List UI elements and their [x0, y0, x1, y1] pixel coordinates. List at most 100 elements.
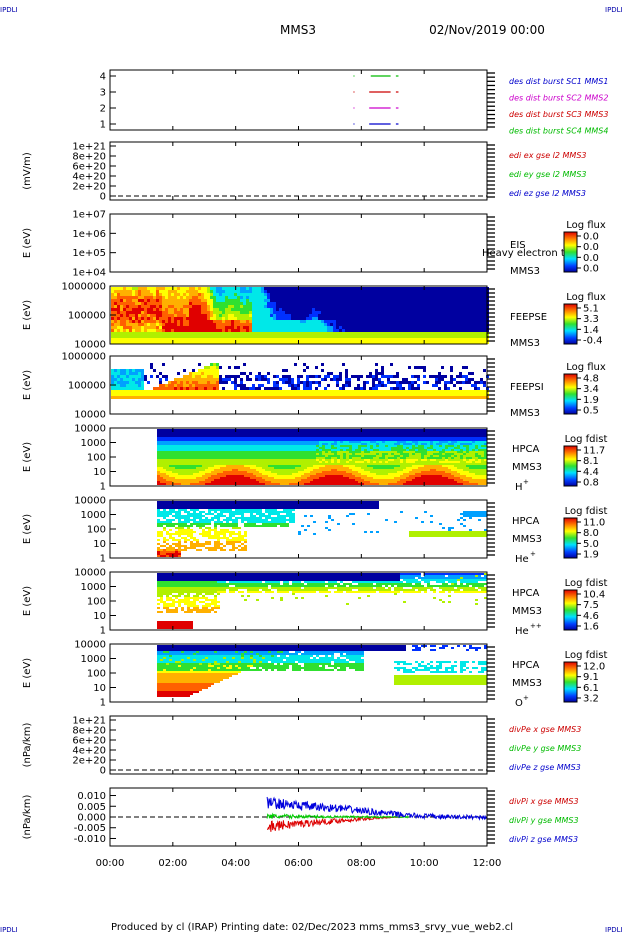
- spectrogram-cell: [336, 308, 339, 311]
- spectrogram-cell: [426, 338, 429, 341]
- spectrogram-cell: [444, 375, 447, 378]
- spectrogram-cell: [226, 447, 229, 449]
- spectrogram-cell: [384, 335, 387, 338]
- spectrogram-cell: [271, 429, 274, 431]
- spectrogram-cell: [243, 372, 246, 375]
- spectrogram-cell: [303, 332, 306, 335]
- spectrogram-cell: [286, 473, 289, 475]
- spectrogram-cell: [129, 384, 132, 387]
- spectrogram-cell: [228, 293, 231, 296]
- spectrogram-cell: [229, 459, 232, 461]
- spectrogram-cell: [315, 302, 318, 305]
- spectrogram-cell: [286, 483, 289, 485]
- spectrogram-cell: [258, 290, 261, 293]
- spectrogram-cell: [255, 326, 258, 329]
- spectrogram-cell: [195, 378, 198, 381]
- spectrogram-cell: [232, 435, 235, 437]
- spectrogram-cell: [265, 435, 268, 437]
- spectrogram-cell: [205, 433, 208, 435]
- spectrogram-cell: [414, 366, 417, 369]
- spectrogram-cell: [231, 338, 234, 341]
- spectrogram-cell: [429, 375, 432, 378]
- spectrogram-cell: [175, 481, 178, 483]
- spectrogram-cell: [417, 299, 420, 302]
- spectrogram-cell: [304, 437, 307, 439]
- spectrogram-cell: [426, 341, 429, 344]
- spectrogram-cell: [321, 338, 324, 341]
- spectrogram-cell: [252, 305, 255, 308]
- spectrogram-cell: [255, 290, 258, 293]
- spectrogram-cell: [423, 396, 426, 399]
- spectrogram-cell: [199, 481, 202, 483]
- spectrogram-cell: [396, 375, 399, 378]
- spectrogram-cell: [273, 329, 276, 332]
- spectrogram-cell: [271, 465, 274, 467]
- spectrogram-cell: [390, 326, 393, 329]
- spectrogram-cell: [241, 455, 244, 457]
- spectrogram-cell: [202, 477, 205, 479]
- spectrogram-cell: [291, 341, 294, 344]
- spectrogram-cell: [220, 473, 223, 475]
- spectrogram-cell: [199, 429, 202, 431]
- spectrogram-cell: [247, 473, 250, 475]
- spectrogram-cell: [135, 341, 138, 344]
- spectrogram-cell: [402, 387, 405, 390]
- spectrogram-cell: [375, 305, 378, 308]
- spectrogram-cell: [366, 329, 369, 332]
- spectrogram-cell: [339, 317, 342, 320]
- spectrogram-cell: [160, 463, 163, 465]
- spectrogram-cell: [384, 311, 387, 314]
- spectrogram-cell: [301, 431, 304, 433]
- spectrogram-cell: [310, 469, 313, 471]
- spectrogram-cell: [217, 441, 220, 443]
- spectrogram-cell: [324, 308, 327, 311]
- spectrogram-cell: [114, 317, 117, 320]
- spectrogram-cell: [417, 326, 420, 329]
- spectrogram-cell: [237, 384, 240, 387]
- spectrogram-cell: [157, 443, 160, 445]
- spectrogram-cell: [408, 387, 411, 390]
- spectrogram-cell: [180, 293, 183, 296]
- spectrogram-cell: [408, 308, 411, 311]
- spectrogram-cell: [273, 375, 276, 378]
- spectrogram-cell: [285, 393, 288, 396]
- spectrogram-cell: [220, 463, 223, 465]
- spectrogram-cell: [169, 469, 172, 471]
- spectrogram-cell: [201, 341, 204, 344]
- spectrogram-cell: [459, 326, 462, 329]
- spectrogram-cell: [306, 305, 309, 308]
- spectrogram-cell: [211, 479, 214, 481]
- spectrogram-cell: [192, 299, 195, 302]
- spectrogram-cell: [225, 293, 228, 296]
- spectrogram-cell: [234, 335, 237, 338]
- spectrogram-cell: [141, 296, 144, 299]
- spectrogram-cell: [198, 381, 201, 384]
- spectrogram-cell: [429, 305, 432, 308]
- spectrogram-cell: [366, 335, 369, 338]
- spectrogram-cell: [357, 293, 360, 296]
- spectrogram-cell: [307, 445, 310, 447]
- spectrogram-cell: [357, 323, 360, 326]
- spectrogram-cell: [159, 341, 162, 344]
- spectrogram-cell: [250, 451, 253, 453]
- spectrogram-cell: [294, 363, 297, 366]
- spectrogram-cell: [306, 375, 309, 378]
- spectrogram-cell: [471, 305, 474, 308]
- spectrogram-cell: [468, 290, 471, 293]
- spectrogram-cell: [198, 311, 201, 314]
- spectrogram-cell: [201, 369, 204, 372]
- y-tick-label: 3: [100, 88, 106, 99]
- spectrogram-cell: [417, 396, 420, 399]
- spectrogram-cell: [465, 366, 468, 369]
- spectrogram-cell: [262, 465, 265, 467]
- spectrogram-cell: [381, 293, 384, 296]
- spectrogram-cell: [348, 378, 351, 381]
- spectrogram-cell: [169, 459, 172, 461]
- spectrogram-cell: [184, 475, 187, 477]
- spectrogram-cell: [414, 338, 417, 341]
- spectrogram-cell: [135, 299, 138, 302]
- spectrogram-cell: [208, 431, 211, 433]
- spectrogram-cell: [288, 390, 291, 393]
- spectrogram-cell: [183, 381, 186, 384]
- spectrogram-cell: [405, 393, 408, 396]
